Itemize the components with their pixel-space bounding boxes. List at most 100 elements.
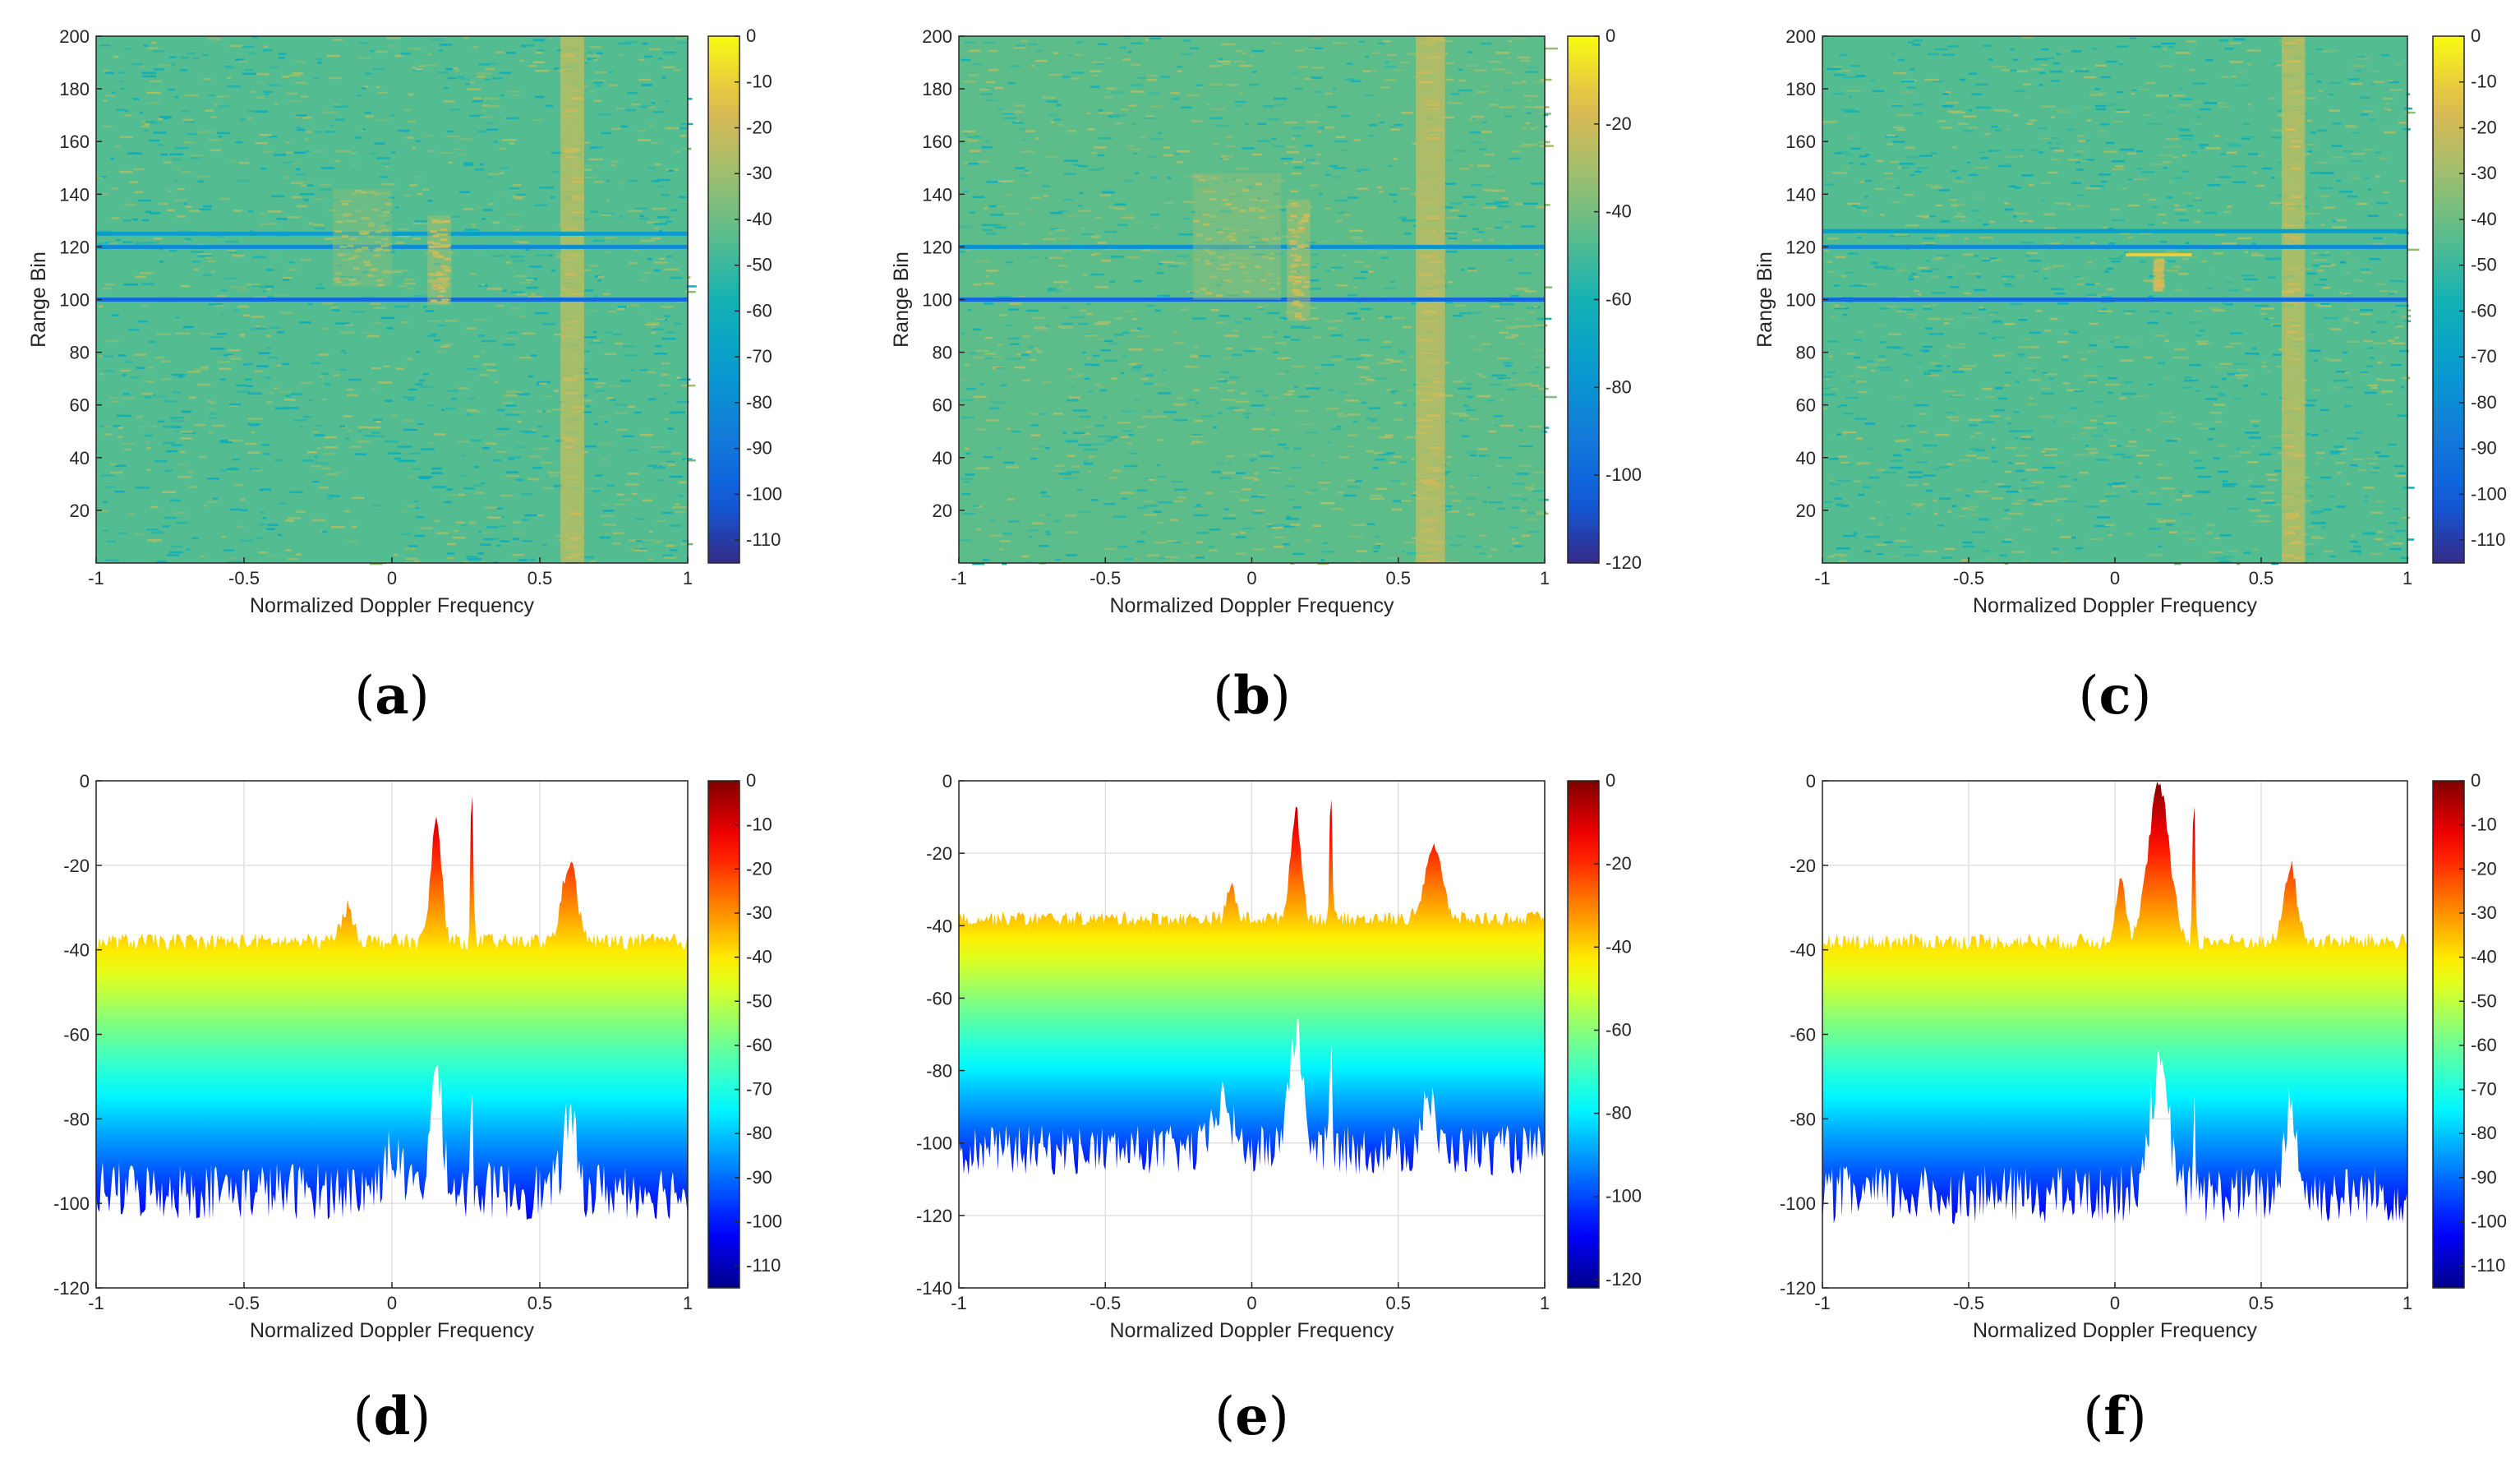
heatmap-noise-cell [1219, 477, 1231, 479]
target-block-cell [1292, 288, 1299, 292]
target-block-cell [1303, 280, 1311, 284]
heatmap-noise-cell [1991, 337, 1996, 340]
heatmap-noise-cell [642, 499, 653, 502]
clutter-band-cell [2283, 44, 2296, 48]
heatmap-noise-cell [104, 559, 120, 562]
target-block-cell [371, 268, 378, 271]
heatmap-noise-cell [647, 558, 654, 561]
heatmap-noise-cell [1121, 497, 1127, 500]
heatmap-noise-cell [295, 115, 301, 118]
clutter-band-cell [1429, 132, 1444, 136]
target-block-cell [1223, 263, 1231, 266]
clutter-band-cell [2289, 60, 2301, 63]
heatmap-noise-cell [2028, 356, 2042, 359]
heatmap-noise-cell [1377, 186, 1383, 188]
heatmap-noise-cell [1905, 512, 1912, 515]
target-block-cell [1295, 315, 1302, 318]
heatmap-noise-cell [2373, 342, 2386, 344]
heatmap-noise-cell [233, 309, 239, 311]
heatmap-noise-cell [1143, 382, 1155, 385]
heatmap-noise-cell [2049, 136, 2059, 140]
heatmap-noise-cell [360, 129, 367, 132]
target-block-cell [1229, 261, 1237, 265]
heatmap-noise-cell [2009, 302, 2023, 306]
heatmap-noise-cell [1842, 76, 1858, 79]
heatmap-noise-cell [148, 340, 156, 344]
heatmap-noise-cell [1383, 340, 1392, 344]
range-line [96, 298, 688, 302]
heatmap-noise-cell [1878, 307, 1891, 310]
heatmap-noise-cell [2085, 159, 2095, 161]
heatmap-noise-cell [2351, 261, 2356, 264]
clutter-band-cell [564, 141, 577, 144]
heatmap-noise-cell [1501, 197, 1509, 200]
heatmap-noise-cell [583, 168, 592, 171]
colorbar: 0-20-40-60-80-100-120 [1567, 25, 1642, 573]
heatmap-noise-cell [1845, 271, 1854, 275]
heatmap-noise-cell [1914, 170, 1922, 173]
heatmap-noise-cell [1130, 329, 1140, 332]
heatmap-noise-cell [1283, 543, 1290, 546]
heatmap-noise-cell [604, 353, 617, 355]
heatmap-noise-cell [106, 561, 113, 563]
heatmap-noise-cell [959, 225, 972, 228]
heatmap-noise-cell [1493, 226, 1503, 229]
clutter-band-cell [2284, 128, 2297, 132]
heatmap-noise-cell [2148, 295, 2154, 298]
heatmap-noise-cell [1478, 455, 1486, 457]
heatmap-noise-cell [209, 417, 217, 419]
heatmap-noise-cell [612, 542, 621, 545]
heatmap-noise-cell [2369, 552, 2384, 556]
heatmap-noise-cell [1257, 307, 1265, 310]
colorbar-tick-label: -100 [746, 483, 782, 504]
heatmap-noise-cell [601, 214, 611, 217]
heatmap-noise-cell [180, 110, 190, 113]
heatmap-noise-cell [1050, 121, 1055, 124]
heatmap-noise-cell [1511, 150, 1522, 153]
heatmap-noise-cell [2352, 132, 2360, 134]
heatmap-noise-cell [595, 474, 603, 477]
heatmap-noise-cell [1030, 256, 1038, 259]
heatmap-noise-cell [2205, 398, 2218, 400]
heatmap-noise-cell [1097, 242, 1107, 244]
target-block-cell [1292, 204, 1300, 207]
heatmap-noise-cell [394, 269, 408, 272]
heatmap-noise-cell [1312, 524, 1322, 527]
heatmap-noise-cell [506, 52, 516, 54]
heatmap-noise-cell [1265, 303, 1269, 307]
heatmap-noise-cell [2214, 135, 2220, 137]
heatmap-noise-cell [2001, 275, 2015, 278]
heatmap-noise-cell [2315, 451, 2325, 455]
heatmap-noise-cell [2227, 205, 2232, 208]
heatmap-noise-cell [605, 331, 613, 334]
heatmap-noise-cell [156, 333, 171, 335]
heatmap-noise-cell [1968, 109, 1973, 112]
heatmap-noise-cell [316, 62, 322, 64]
heatmap-noise-cell [2181, 170, 2189, 173]
heatmap-noise-cell [159, 261, 164, 263]
clutter-band-cell [570, 348, 583, 351]
heatmap-noise-cell [667, 464, 675, 466]
heatmap-noise-cell [2013, 411, 2020, 413]
heatmap-noise-cell [1943, 318, 1955, 321]
heatmap-noise-cell [281, 362, 290, 366]
heatmap-noise-cell [2367, 347, 2374, 349]
clutter-band-cell [561, 326, 574, 330]
heatmap-noise-cell [1849, 284, 1854, 288]
target-block-cell [354, 250, 362, 253]
clutter-band-cell [2292, 105, 2305, 108]
heatmap-noise-cell [1283, 335, 1291, 339]
heatmap-noise-cell [2313, 303, 2321, 306]
heatmap-noise-cell [1898, 58, 1905, 62]
heatmap-noise-cell [334, 118, 345, 121]
heatmap-noise-cell [2111, 160, 2125, 163]
heatmap-noise-cell [1007, 520, 1020, 523]
heatmap-noise-cell [2167, 196, 2173, 199]
heatmap-noise-cell [2320, 408, 2329, 412]
heatmap-noise-cell [1923, 444, 1937, 447]
heatmap-noise-cell [1511, 538, 1516, 541]
heatmap-noise-cell [656, 178, 670, 182]
heatmap-noise-cell [1389, 360, 1403, 362]
heatmap-noise-cell [1313, 372, 1320, 375]
heatmap-noise-cell [326, 473, 338, 476]
